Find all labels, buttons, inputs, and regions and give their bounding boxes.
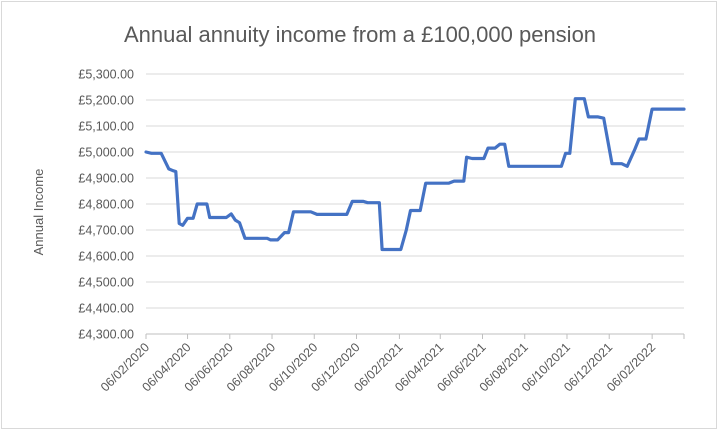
series-layer bbox=[144, 97, 686, 252]
gridlines bbox=[146, 73, 684, 309]
x-axis-ticks: 06/02/202006/04/202006/06/202006/08/2020… bbox=[98, 334, 685, 394]
y-tick-label: £4,800.00 bbox=[78, 198, 134, 212]
y-tick-label: £4,900.00 bbox=[78, 172, 134, 186]
y-tick-label: £4,600.00 bbox=[78, 250, 134, 264]
y-tick-label: £5,100.00 bbox=[78, 120, 134, 134]
y-tick-label: £4,700.00 bbox=[78, 224, 134, 238]
y-tick-label: £5,300.00 bbox=[78, 68, 134, 82]
y-axis-ticks: £4,300.00 £4,400.00 £4,500.00 £4,600.00 £4,7… bbox=[78, 68, 134, 342]
y-tick-label: £5,000.00 bbox=[78, 146, 134, 160]
y-tick-label: £4,500.00 bbox=[78, 276, 134, 290]
y-axis-label: Annual Income bbox=[31, 169, 46, 256]
series-line bbox=[144, 97, 686, 252]
y-tick-label: £5,200.00 bbox=[78, 94, 134, 108]
chart-title: Annual annuity income from a £100,000 pe… bbox=[124, 22, 596, 47]
y-tick-label: £4,400.00 bbox=[78, 302, 134, 316]
y-tick-label: £4,300.00 bbox=[78, 328, 134, 342]
